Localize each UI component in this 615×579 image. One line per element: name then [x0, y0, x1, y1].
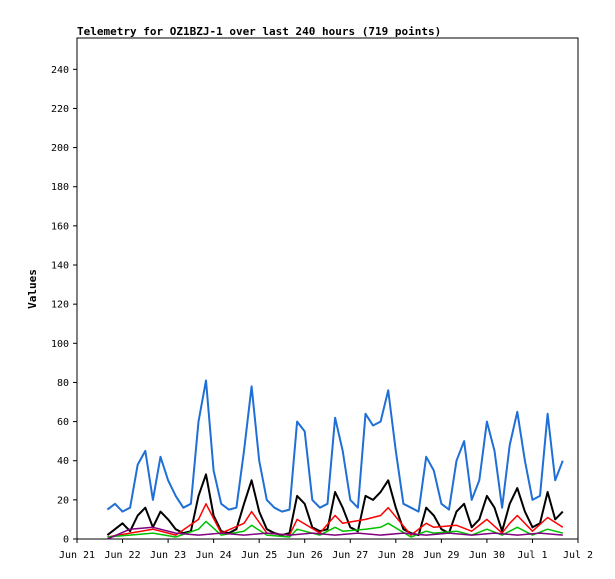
series-line-3 [107, 503, 564, 538]
y-tick-label: 120 [51, 300, 69, 311]
y-tick-label: 240 [51, 65, 69, 76]
y-tick-label: 200 [51, 143, 69, 154]
y-tick-label: 80 [57, 378, 69, 389]
x-tick-label: Jun 28 [378, 550, 414, 561]
x-tick-label: Jun 25 [241, 550, 277, 561]
series-layer [106, 379, 564, 540]
plot-area [76, 37, 579, 540]
y-tick-label: 220 [51, 104, 69, 115]
x-tick-label: Jul 2 [563, 550, 593, 561]
x-tick-label: Jun 27 [332, 550, 368, 561]
y-tick-label: 40 [57, 456, 69, 467]
y-tick-label: 0 [63, 535, 69, 546]
y-axis-label: Values [26, 269, 39, 309]
series-line-5 [107, 526, 563, 540]
x-tick-label: Jun 22 [104, 550, 140, 561]
y-axis: 0 20 40 60 80 100 120 140 160 180 200 220 240 [51, 65, 77, 546]
x-tick-label: Jul 1 [517, 550, 547, 561]
x-tick-label: Jun 21 [59, 550, 95, 561]
y-tick-label: 20 [57, 495, 69, 506]
y-tick-label: 100 [51, 339, 69, 350]
chart-title: Telemetry for OZ1BZJ-1 over last 240 hou… [77, 25, 441, 38]
x-tick-label: Jun 26 [287, 550, 323, 561]
y-tick-label: 180 [51, 182, 69, 193]
series-line-1 [106, 379, 564, 513]
x-tick-label: Jun 30 [469, 550, 505, 561]
y-tick-label: 60 [57, 417, 69, 428]
x-tick-label: Jun 29 [423, 550, 459, 561]
x-tick-label: Jun 23 [150, 550, 186, 561]
y-tick-label: 140 [51, 261, 69, 272]
y-tick-label: 160 [51, 221, 69, 232]
x-axis: Jun 21 Jun 22 Jun 23 Jun 24 Jun 25 Jun 26 Jun … [59, 539, 593, 561]
x-tick-label: Jun 24 [196, 550, 232, 561]
